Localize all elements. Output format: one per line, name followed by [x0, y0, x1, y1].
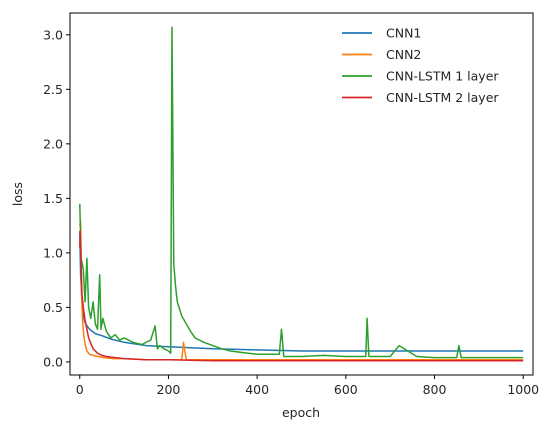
y-tick-label: 2.5	[43, 82, 63, 97]
y-tick-label: 2.0	[43, 136, 63, 151]
x-tick-label: 800	[423, 382, 447, 397]
series-line-1	[79, 231, 524, 352]
series-line-3	[79, 26, 524, 359]
x-tick-label: 400	[245, 382, 269, 397]
legend-label-1: CNN1	[386, 26, 421, 41]
x-tick-label: 200	[157, 382, 181, 397]
y-tick-label: 0.5	[43, 300, 63, 315]
legend-label-2: CNN2	[386, 47, 421, 62]
y-axis-ticks: 0.0 0.5 1.0 1.5 2.0 2.5 3.0	[43, 27, 70, 369]
plot-area	[70, 13, 533, 375]
x-axis-ticks: 0 200 400 600 800 1000	[76, 375, 539, 397]
y-tick-label: 0.0	[43, 354, 63, 369]
y-tick-label: 1.0	[43, 245, 63, 260]
plot-frame	[69, 12, 534, 376]
x-axis-label: epoch	[282, 405, 320, 420]
y-axis-label: loss	[10, 182, 25, 206]
legend: CNN1 CNN2 CNN-LSTM 1 layer CNN-LSTM 2 layer	[342, 26, 499, 105]
legend-label-3: CNN-LSTM 1 layer	[386, 69, 499, 84]
y-tick-label: 3.0	[43, 27, 63, 42]
series-group	[79, 26, 524, 362]
x-tick-label: 600	[334, 382, 358, 397]
x-tick-label: 1000	[507, 382, 539, 397]
x-tick-label: 0	[76, 382, 84, 397]
y-tick-label: 1.5	[43, 191, 63, 206]
legend-label-4: CNN-LSTM 2 layer	[386, 90, 499, 105]
series-line-4	[79, 230, 524, 362]
